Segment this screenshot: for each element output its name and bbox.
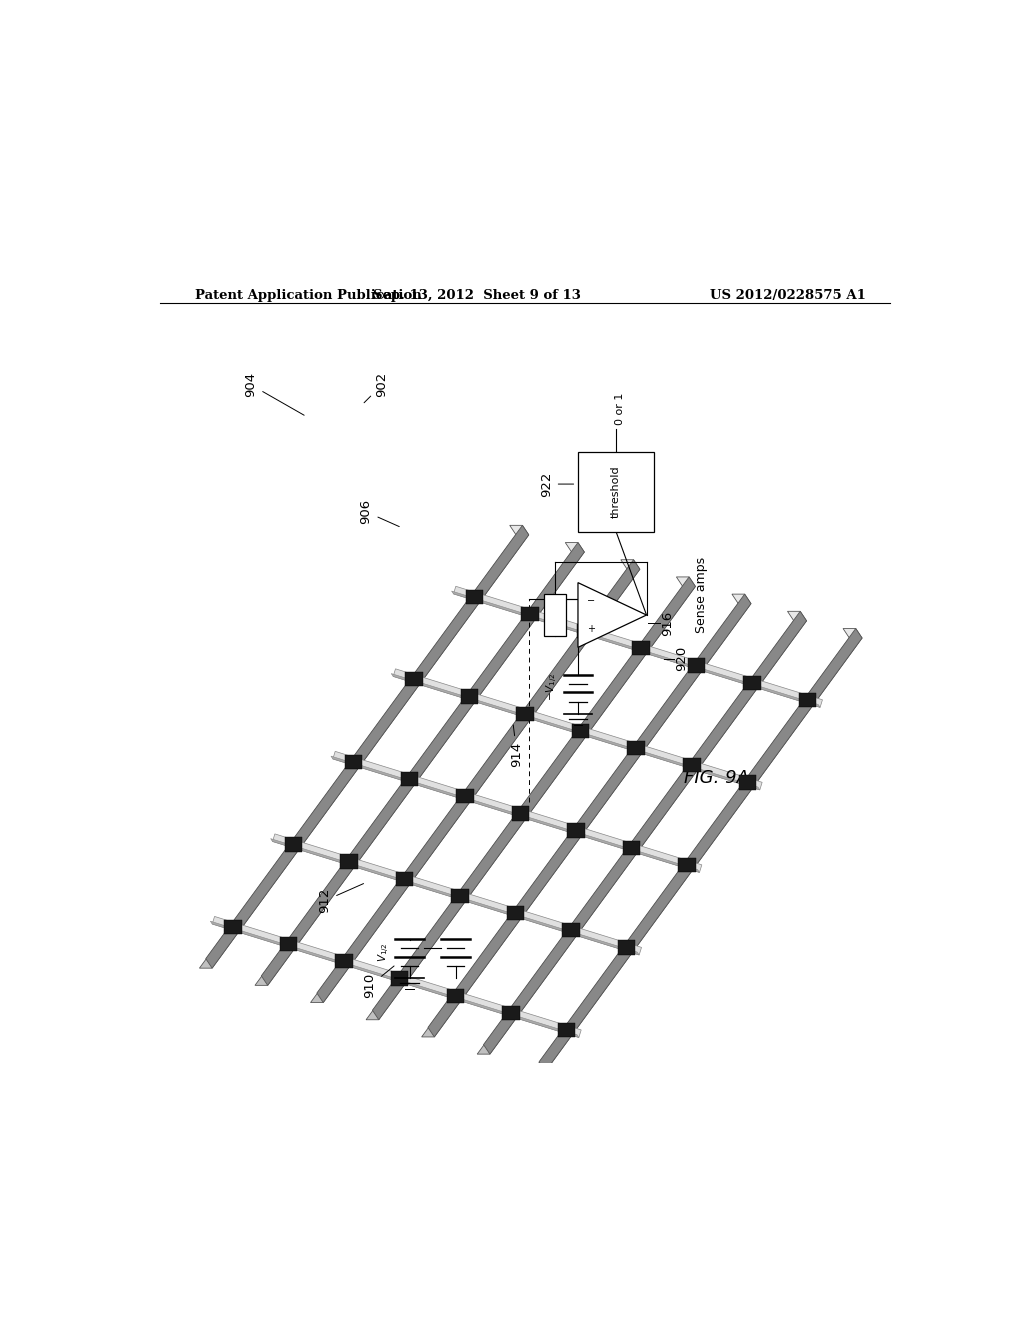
Polygon shape	[373, 577, 695, 1020]
Text: FIG. 9A: FIG. 9A	[684, 768, 749, 787]
Polygon shape	[483, 611, 807, 1055]
Polygon shape	[454, 586, 822, 708]
Polygon shape	[428, 594, 751, 1038]
Polygon shape	[787, 611, 807, 620]
Polygon shape	[466, 590, 483, 605]
Polygon shape	[452, 591, 820, 708]
Polygon shape	[521, 607, 539, 622]
Bar	[579, 453, 653, 532]
Polygon shape	[310, 569, 640, 1003]
Polygon shape	[340, 854, 357, 869]
Polygon shape	[367, 586, 695, 1020]
Polygon shape	[512, 807, 529, 821]
Polygon shape	[678, 858, 695, 873]
Text: Sep. 13, 2012  Sheet 9 of 13: Sep. 13, 2012 Sheet 9 of 13	[373, 289, 582, 302]
Text: 914: 914	[510, 725, 523, 767]
Polygon shape	[688, 659, 706, 673]
Polygon shape	[516, 706, 534, 721]
Polygon shape	[316, 560, 640, 1003]
Polygon shape	[477, 620, 807, 1055]
Polygon shape	[406, 672, 423, 686]
Text: Patent Application Publication: Patent Application Publication	[196, 289, 422, 302]
Polygon shape	[632, 642, 649, 656]
Polygon shape	[510, 525, 528, 535]
Text: 912: 912	[318, 883, 364, 913]
Polygon shape	[261, 543, 585, 985]
Polygon shape	[270, 838, 639, 954]
Polygon shape	[843, 628, 862, 638]
Polygon shape	[628, 741, 645, 755]
Polygon shape	[577, 624, 594, 639]
Text: 0 or 1: 0 or 1	[615, 392, 625, 425]
Polygon shape	[578, 582, 646, 647]
Polygon shape	[572, 723, 590, 738]
Polygon shape	[391, 972, 409, 986]
Polygon shape	[617, 940, 636, 954]
Polygon shape	[683, 758, 700, 772]
Polygon shape	[565, 543, 585, 552]
Polygon shape	[446, 989, 464, 1003]
Polygon shape	[393, 669, 762, 789]
Polygon shape	[558, 1023, 575, 1038]
Polygon shape	[677, 577, 695, 586]
Polygon shape	[336, 954, 353, 969]
Polygon shape	[272, 834, 641, 954]
Polygon shape	[502, 1006, 519, 1020]
Polygon shape	[452, 888, 469, 903]
Text: US 2012/0228575 A1: US 2012/0228575 A1	[711, 289, 866, 302]
Polygon shape	[285, 837, 302, 851]
Polygon shape	[562, 923, 580, 937]
Bar	[544, 594, 566, 636]
Polygon shape	[206, 525, 528, 968]
Text: $-V_{1/2}$: $-V_{1/2}$	[545, 672, 560, 701]
Polygon shape	[539, 628, 862, 1072]
Text: 922: 922	[540, 471, 573, 496]
Polygon shape	[461, 689, 478, 704]
Polygon shape	[743, 676, 761, 690]
Text: 904: 904	[245, 372, 304, 416]
Polygon shape	[395, 871, 414, 886]
Polygon shape	[255, 552, 585, 985]
Polygon shape	[621, 560, 640, 569]
Text: $V_{1/2}$: $V_{1/2}$	[377, 942, 392, 962]
Text: −: −	[587, 595, 595, 606]
Polygon shape	[200, 535, 528, 968]
Polygon shape	[331, 756, 699, 873]
Text: 916: 916	[662, 610, 674, 635]
Polygon shape	[212, 916, 582, 1038]
Polygon shape	[210, 921, 579, 1038]
Polygon shape	[567, 824, 585, 838]
Polygon shape	[532, 638, 862, 1072]
Polygon shape	[280, 937, 297, 952]
Text: 920: 920	[676, 645, 688, 672]
Polygon shape	[400, 772, 418, 787]
Polygon shape	[391, 673, 760, 789]
Polygon shape	[732, 594, 751, 603]
Polygon shape	[422, 603, 751, 1038]
Polygon shape	[623, 841, 640, 855]
Polygon shape	[738, 775, 756, 789]
Text: 906: 906	[359, 499, 399, 527]
Text: 910: 910	[364, 966, 394, 998]
Text: 902: 902	[365, 372, 388, 403]
Text: Sense amps: Sense amps	[695, 557, 709, 634]
Polygon shape	[345, 755, 362, 770]
Text: threshold: threshold	[611, 466, 622, 519]
Polygon shape	[224, 920, 242, 935]
Text: +: +	[588, 624, 595, 635]
Polygon shape	[456, 789, 473, 804]
Polygon shape	[333, 751, 701, 873]
Polygon shape	[799, 693, 816, 708]
Polygon shape	[507, 906, 524, 920]
